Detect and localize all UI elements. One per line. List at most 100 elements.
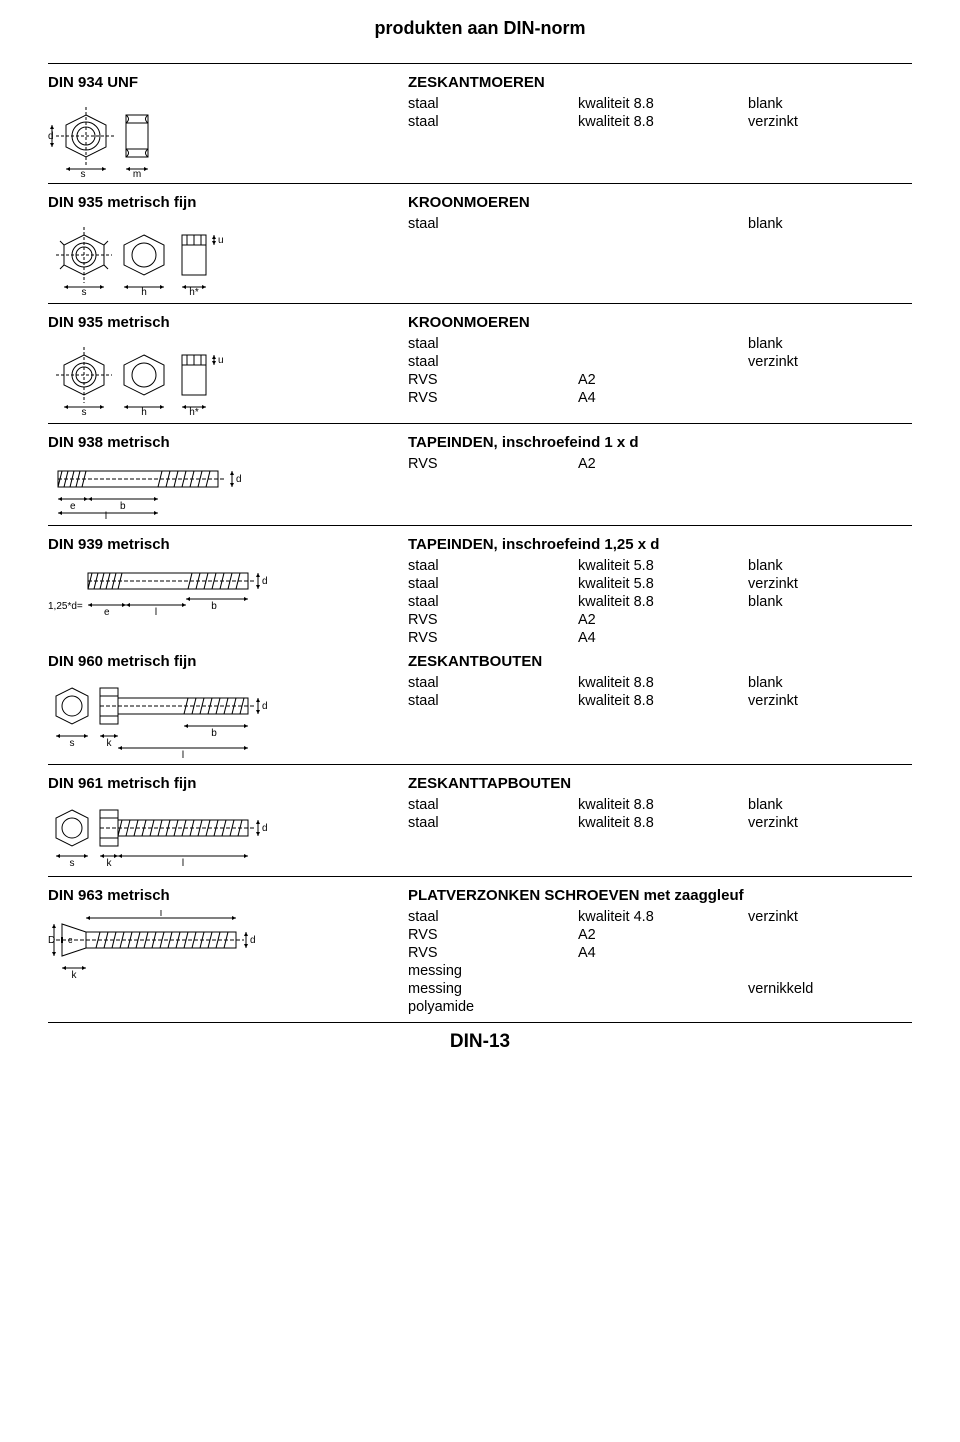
right-col: KROONMOEREN staalblank staalverzinkt RVS… <box>408 314 912 417</box>
c2: A4 <box>578 389 748 407</box>
spec-table: RVSA2 <box>408 455 878 473</box>
c3: blank <box>748 557 878 575</box>
dim-m: m <box>133 169 141 177</box>
c3 <box>748 944 878 962</box>
countersunk-screw-diagram: D c d l k <box>48 910 408 988</box>
table-row: RVSA2 <box>408 926 878 944</box>
c3 <box>748 998 878 1016</box>
c2: kwaliteit 5.8 <box>578 557 748 575</box>
c1: RVS <box>408 926 578 944</box>
table-row: staalkwaliteit 8.8blank <box>408 593 878 611</box>
c3: vernikkeld <box>748 980 878 998</box>
c2 <box>578 998 748 1016</box>
dim-l: l <box>155 607 157 618</box>
section-din-934-unf: DIN 934 UNF <box>48 64 912 183</box>
c2 <box>578 353 748 371</box>
dim-s: s <box>81 169 86 177</box>
table-row: messing <box>408 962 878 980</box>
product-title: KROONMOEREN <box>408 194 912 211</box>
page-footer: DIN-13 <box>48 1031 912 1053</box>
c1: messing <box>408 962 578 980</box>
c2: A2 <box>578 371 748 389</box>
table-row: RVSA2 <box>408 455 878 473</box>
din-label: DIN 939 metrisch <box>48 536 408 553</box>
din-label: DIN 961 metrisch fijn <box>48 775 408 792</box>
table-row: RVSA2 <box>408 611 878 629</box>
dim-k: k <box>72 970 78 981</box>
table-row: staalkwaliteit 5.8verzinkt <box>408 575 878 593</box>
c1: staal <box>408 908 578 926</box>
table-row: staalkwaliteit 4.8verzinkt <box>408 908 878 926</box>
dim-k: k <box>107 858 113 869</box>
section-group-939-960: DIN 939 metrisch d 1,25*d= <box>48 526 912 764</box>
c1: staal <box>408 593 578 611</box>
dim-d: d <box>48 131 54 142</box>
left-col: DIN 935 metrisch fijn <box>48 194 408 297</box>
c2: kwaliteit 8.8 <box>578 113 748 131</box>
c1: RVS <box>408 611 578 629</box>
right-col: ZESKANTMOEREN staalkwaliteit 8.8blank st… <box>408 74 912 177</box>
page-title: produkten aan DIN-norm <box>48 18 912 39</box>
c2: A4 <box>578 629 748 647</box>
section-din-935-metrisch-fijn: DIN 935 metrisch fijn <box>48 184 912 303</box>
spec-table: staalblank staalverzinkt RVSA2 RVSA4 <box>408 335 878 407</box>
c1: staal <box>408 814 578 832</box>
dim-d: d <box>236 474 242 485</box>
section-din-939-metrisch: DIN 939 metrisch d 1,25*d= <box>48 536 912 653</box>
table-row: staalkwaliteit 8.8blank <box>408 95 878 113</box>
right-col: TAPEINDEN, inschroefeind 1 x d RVSA2 <box>408 434 912 519</box>
c2: kwaliteit 8.8 <box>578 674 748 692</box>
c3: blank <box>748 335 878 353</box>
dim-s: s <box>82 287 87 297</box>
section-din-938-metrisch: DIN 938 metrisch d <box>48 424 912 525</box>
table-row: RVSA2 <box>408 371 878 389</box>
dim-e: e <box>70 501 76 512</box>
label-125d: 1,25*d= <box>48 601 83 612</box>
c1: staal <box>408 113 578 131</box>
page: produkten aan DIN-norm DIN 934 UNF <box>0 0 960 1083</box>
dim-h: h <box>141 287 147 297</box>
table-row: RVSA4 <box>408 944 878 962</box>
c2: kwaliteit 5.8 <box>578 575 748 593</box>
table-row: staalkwaliteit 8.8verzinkt <box>408 113 878 131</box>
table-row: staalkwaliteit 8.8blank <box>408 796 878 814</box>
dim-b: b <box>211 728 217 739</box>
table-row: staalverzinkt <box>408 353 878 371</box>
dim-l: l <box>160 910 162 919</box>
c3 <box>748 455 878 473</box>
c3: verzinkt <box>748 814 878 832</box>
section-din-960-metrisch-fijn: DIN 960 metrisch fijn <box>48 653 912 764</box>
c2: kwaliteit 8.8 <box>578 95 748 113</box>
dim-s: s <box>82 407 87 417</box>
c3: blank <box>748 796 878 814</box>
dim-l: l <box>105 511 107 519</box>
c1: staal <box>408 557 578 575</box>
c2 <box>578 962 748 980</box>
hex-tap-bolt-diagram: d s k l <box>48 798 408 870</box>
left-col: DIN 961 metrisch fijn d <box>48 775 408 870</box>
c2: kwaliteit 8.8 <box>578 796 748 814</box>
c1: messing <box>408 980 578 998</box>
right-col: PLATVERZONKEN SCHROEVEN met zaaggleuf st… <box>408 887 912 1016</box>
product-title: ZESKANTTAPBOUTEN <box>408 775 912 792</box>
table-row: staalkwaliteit 8.8verzinkt <box>408 692 878 710</box>
c1: staal <box>408 692 578 710</box>
c2: A2 <box>578 611 748 629</box>
dim-d: d <box>262 823 268 834</box>
dim-b: b <box>211 601 217 612</box>
dim-u: u <box>218 235 224 246</box>
table-row: messing vernikkeld <box>408 980 878 998</box>
dim-b: b <box>120 501 126 512</box>
stud-diagram: d e b l <box>48 457 408 519</box>
dim-c: c <box>68 935 73 945</box>
product-title: TAPEINDEN, inschroefeind 1,25 x d <box>408 536 912 553</box>
c2: kwaliteit 8.8 <box>578 593 748 611</box>
c3 <box>748 611 878 629</box>
c1: staal <box>408 674 578 692</box>
castle-nut-diagram: s h h* u <box>48 217 408 297</box>
left-col: DIN 935 metrisch s <box>48 314 408 417</box>
product-title: TAPEINDEN, inschroefeind 1 x d <box>408 434 912 451</box>
right-col: KROONMOEREN staalblank <box>408 194 912 297</box>
c3: blank <box>748 215 878 233</box>
c2: A4 <box>578 944 748 962</box>
